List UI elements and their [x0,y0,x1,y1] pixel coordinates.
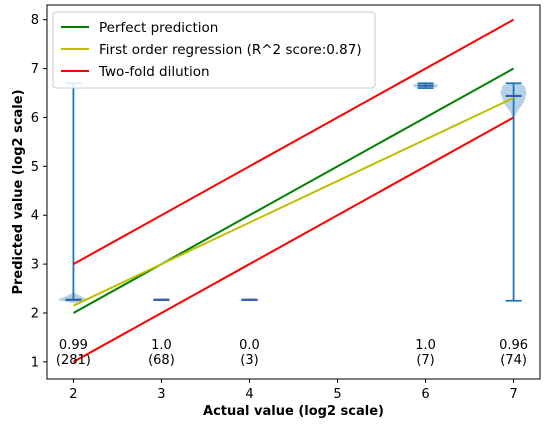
y-tick-label: 8 [31,13,39,28]
y-tick-label: 5 [31,160,39,175]
x-tick-label: 5 [333,387,341,402]
series-line [72,18,515,265]
annotation-count: (68) [148,353,175,368]
plot-area-frame [46,4,541,380]
legend: Perfect prediction First order regression… [52,11,376,89]
legend-label: Perfect prediction [99,20,218,36]
y-tick-label: 1 [31,355,39,370]
annotation-score: 0.96 [499,338,528,353]
line-series-group [72,18,515,363]
x-tick-label: 3 [157,387,165,402]
y-tick-label: 7 [31,62,39,77]
annotation-count: (7) [416,353,434,368]
series-line [72,67,515,314]
y-tick-label: 4 [31,209,39,224]
annotation-count: (281) [56,353,91,368]
annotation-group: 0.99(281)1.0(68)0.0(3)1.0(7)0.96(74) [56,338,528,368]
annotation-count: (3) [240,353,258,368]
legend-label: First order regression (R^2 score:0.87) [99,42,362,58]
x-tick-label: 2 [69,387,77,402]
series-line [72,116,515,363]
y-tick-label: 3 [31,258,39,273]
y-tick-label: 6 [31,111,39,126]
y-axis-ticks: 1 2 3 4 5 6 7 8 [31,13,47,370]
x-tick-label: 7 [509,387,517,402]
x-axis-title: Actual value (log2 scale) [203,404,384,419]
legend-box [52,11,376,89]
x-tick-label: 4 [245,387,253,402]
x-tick-label: 6 [421,387,429,402]
annotation-score: 0.99 [59,338,88,353]
x-axis-ticks: 2 3 4 5 6 7 [69,379,518,402]
series-line [72,96,515,307]
y-axis-title: Predicted value (log2 scale) [11,89,26,294]
y-tick-label: 2 [31,307,39,322]
annotation-count: (74) [500,353,527,368]
annotation-score: 1.0 [415,338,436,353]
annotation-score: 1.0 [151,338,172,353]
annotation-score: 0.0 [239,338,260,353]
legend-label: Two-fold dilution [98,64,210,80]
